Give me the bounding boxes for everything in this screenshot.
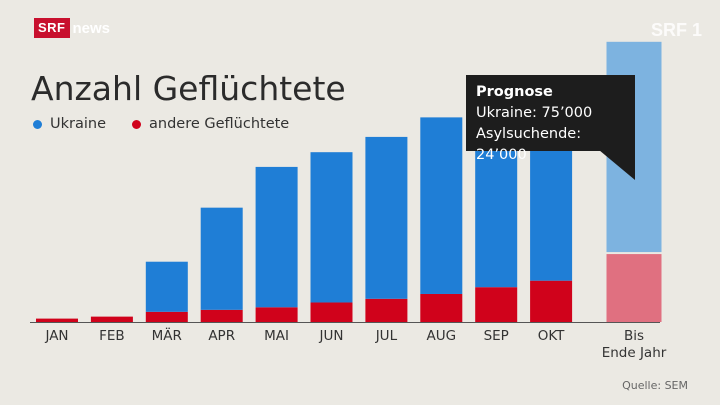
legend-item-other: andere Geflüchtete — [132, 116, 289, 132]
x-tick-label-10-line-0: Bis — [624, 328, 644, 344]
bar-other-3 — [200, 309, 243, 322]
channel-logo: SRF 1 — [651, 20, 703, 40]
tooltip-title: Prognose — [476, 84, 553, 100]
x-tick-label-6: JUL — [375, 328, 398, 344]
x-tick-label-1: FEB — [99, 328, 125, 344]
x-tick-label-0: JAN — [44, 328, 68, 344]
bar-ukraine-4 — [255, 166, 298, 308]
bar-other-7 — [420, 293, 463, 322]
legend-dot-other — [132, 119, 141, 129]
bar-other-1 — [90, 316, 133, 322]
bar-other-0 — [36, 318, 78, 322]
tooltip-pointer — [599, 150, 635, 180]
x-tick-label-4: MAI — [264, 328, 289, 344]
legend-item-ukraine: Ukraine — [33, 116, 106, 132]
bar-other-9 — [530, 280, 573, 322]
x-tick-label-8: SEP — [484, 328, 509, 344]
bar-other-10 — [606, 254, 662, 322]
bar-other-4 — [255, 307, 298, 322]
x-tick-label-2: MÄR — [152, 326, 182, 344]
bar-ukraine-7 — [420, 117, 463, 294]
bar-other-2 — [145, 311, 188, 322]
source-note: Quelle: SEM — [622, 379, 688, 392]
tooltip-line-asylum: Asylsuchende: 24’000 — [476, 126, 582, 163]
x-tick-label-9: OKT — [538, 328, 565, 344]
chart-title: Anzahl Geflüchtete — [31, 69, 346, 108]
forecast-tooltip: Prognose Ukraine: 75’000 Asylsuchende: 2… — [466, 75, 635, 180]
bar-ukraine-6 — [365, 136, 408, 299]
srf-logo-mark: SRF — [34, 18, 70, 38]
srf-news-logo: SRF news — [34, 18, 110, 38]
bar-ukraine-5 — [310, 152, 353, 303]
bar-other-5 — [310, 302, 353, 322]
x-tick-label-10-line-1: Ende Jahr — [602, 345, 667, 361]
bar-ukraine-2 — [145, 261, 188, 312]
bar-other-8 — [475, 287, 518, 322]
x-tick-label-7: AUG — [427, 328, 457, 344]
x-tick-label-3: APR — [208, 328, 235, 344]
chart-legend: Ukraine andere Geflüchtete — [33, 116, 315, 132]
legend-dot-ukraine — [33, 119, 42, 129]
bar-other-6 — [365, 298, 408, 322]
bar-ukraine-3 — [200, 207, 243, 310]
tooltip-line-ukraine: Ukraine: 75’000 — [476, 105, 593, 121]
x-tick-label-5: JUN — [319, 328, 344, 344]
legend-label-other: andere Geflüchtete — [149, 116, 290, 132]
legend-label-ukraine: Ukraine — [50, 116, 106, 132]
news-logo-text: news — [72, 19, 111, 37]
